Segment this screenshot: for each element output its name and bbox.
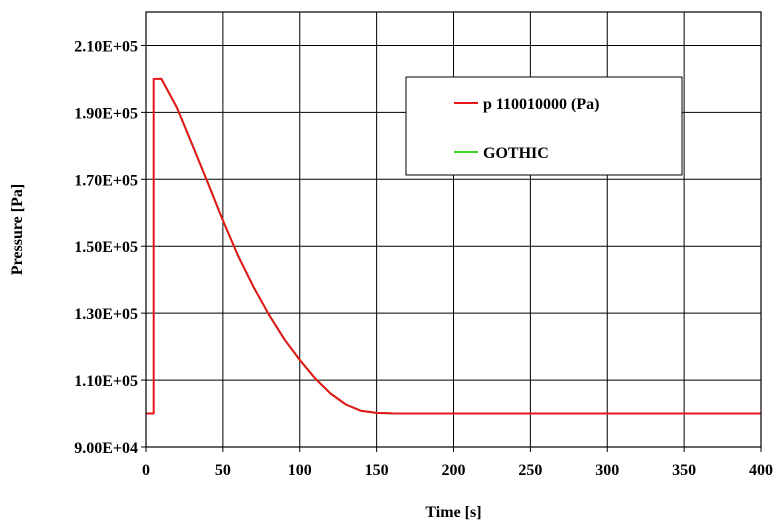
x-tick-label: 150: [365, 462, 389, 479]
y-tick-label: 1.90E+05: [74, 105, 138, 122]
legend: p 110010000 (Pa) GOTHIC: [405, 76, 683, 176]
y-tick-label: 9.00E+04: [74, 440, 138, 457]
x-tick-label: 200: [442, 462, 466, 479]
series-line-1: [146, 77, 761, 415]
y-tick-label: 1.30E+05: [74, 306, 138, 323]
x-tick-label: 350: [672, 462, 696, 479]
y-tick-label: 1.10E+05: [74, 373, 138, 390]
y-tick-label: 2.10E+05: [74, 38, 138, 55]
legend-label-series-1: p 110010000 (Pa): [483, 96, 599, 113]
y-tick-label: 1.70E+05: [74, 172, 138, 189]
ticks: 0 50 100 150 200 250 300 350 400 9.00E+04 1.10E+05…: [74, 38, 773, 479]
y-tick-label: 1.50E+05: [74, 239, 138, 256]
legend-box: [405, 76, 683, 176]
y-axis-label: Pressure [Pa]: [9, 184, 26, 275]
legend-label-series-2: GOTHIC: [483, 145, 549, 162]
x-tick-label: 0: [142, 462, 150, 479]
x-tick-label: 300: [595, 462, 619, 479]
x-axis-label: Time [s]: [425, 504, 481, 521]
x-tick-label: 250: [518, 462, 542, 479]
x-tick-label: 400: [749, 462, 773, 479]
series-layer: [146, 77, 761, 415]
x-tick-label: 100: [288, 462, 312, 479]
x-tick-label: 50: [215, 462, 231, 479]
